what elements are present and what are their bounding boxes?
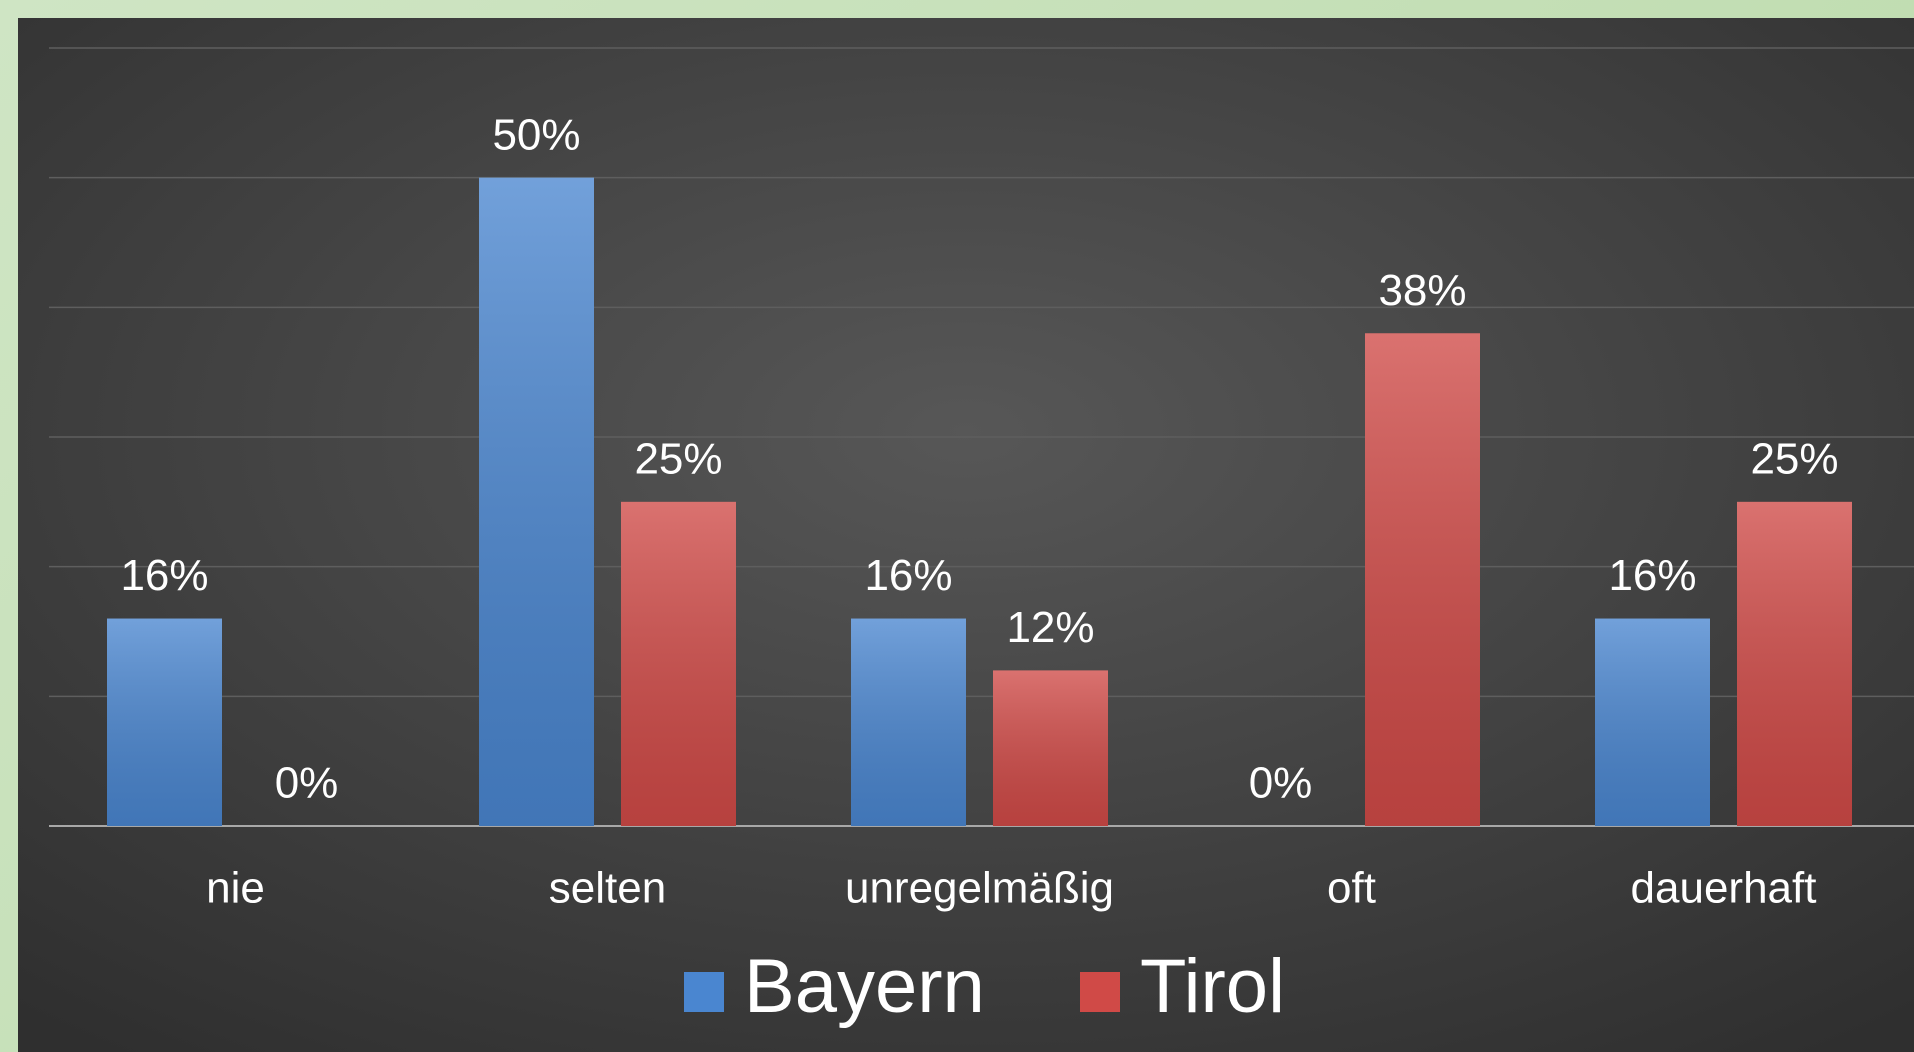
data-label: 0% [1249,759,1313,808]
legend-swatch [684,972,724,1012]
legend-label: Tirol [1140,944,1285,1029]
data-label: 0% [275,759,339,808]
x-tick-label: dauerhaft [1631,864,1817,913]
data-label: 25% [1750,434,1838,483]
bar-shade [1737,501,1852,826]
bar-shade [621,501,736,826]
data-label: 12% [1006,603,1094,652]
data-label: 16% [864,551,952,600]
bar-shade [107,618,222,826]
x-tick-label: selten [549,864,666,913]
data-label: 16% [1608,551,1696,600]
legend-label: Bayern [744,944,985,1029]
data-label: 50% [492,110,580,159]
bar-shade [851,618,966,826]
bar-shade [1365,333,1480,826]
x-tick-label: unregelmäßig [845,864,1114,913]
data-label: 16% [120,551,208,600]
data-label: 38% [1378,266,1466,315]
legend-swatch [1080,972,1120,1012]
plot-background [18,18,1914,1052]
x-tick-label: nie [206,864,265,913]
bar-shade [479,177,594,826]
x-tick-label: oft [1327,864,1376,913]
data-label: 25% [634,434,722,483]
bar-shade [1595,618,1710,826]
bar-shade [993,670,1108,826]
